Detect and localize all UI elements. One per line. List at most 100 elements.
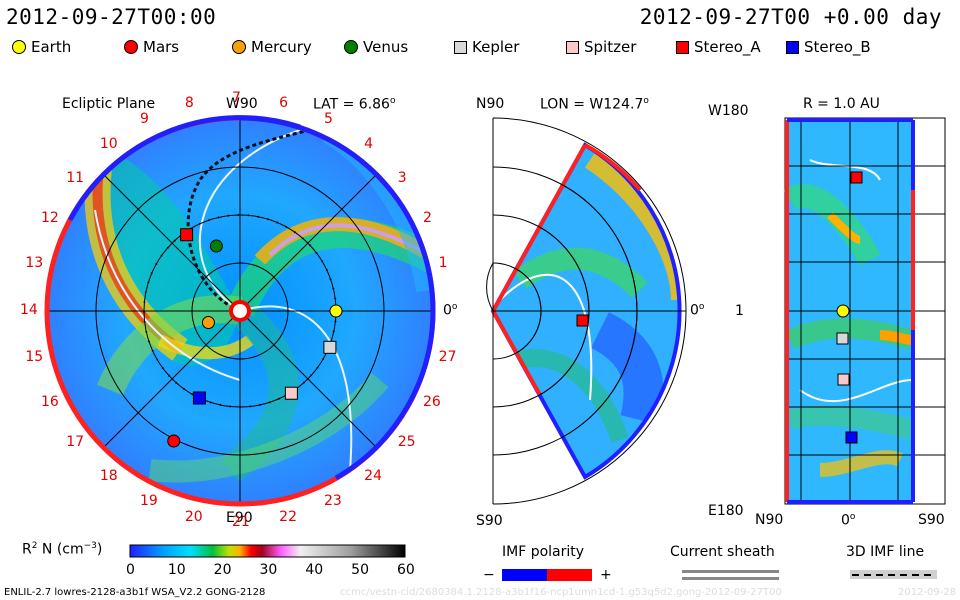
legend-label: Spitzer	[584, 38, 637, 56]
legend-label: Earth	[31, 38, 72, 56]
legend-item-stereo-a: Stereo_A	[676, 38, 761, 56]
spitzer-marker-radial	[837, 373, 850, 386]
colorbar-tick-label: 10	[167, 562, 186, 578]
radial-panel	[783, 117, 946, 505]
stereo-a-marker-meridional	[576, 314, 589, 327]
carrington-label: 14	[20, 302, 38, 318]
legend-item-spitzer: Spitzer	[566, 38, 636, 56]
colorbar-tick-label: 20	[213, 562, 232, 578]
sheath-title: Current sheath	[670, 544, 775, 560]
stereo-a-marker	[180, 228, 194, 242]
legend-item-mars: Mars	[124, 38, 179, 56]
carrington-label: 16	[40, 393, 59, 410]
carrington-label: 4	[364, 136, 374, 153]
ecliptic-title: Ecliptic Plane	[62, 96, 156, 112]
carrington-label: 22	[279, 508, 297, 525]
carrington-label: 3	[397, 169, 407, 186]
radial-bottom-left: E180	[708, 503, 744, 519]
sheath-line-1	[682, 570, 779, 573]
mars-legend-swatch	[124, 40, 138, 54]
mars-marker	[167, 434, 181, 448]
imf-negative-swatch	[502, 569, 547, 581]
stereo-b-marker	[192, 391, 206, 405]
meridional-bottom-left: S90	[476, 513, 503, 529]
meridional-top-left: N90	[476, 96, 505, 112]
carrington-label: 2	[423, 210, 432, 227]
imf-plus: +	[600, 567, 612, 583]
meridional-panel	[486, 117, 687, 505]
legend-item-mercury: Mercury	[232, 38, 312, 56]
footer-date: 2012-09-28	[898, 587, 957, 598]
sheath-line-2	[682, 577, 779, 580]
imf-positive-swatch	[547, 569, 592, 581]
carrington-label: 25	[397, 434, 416, 451]
carrington-label: 21	[232, 514, 250, 530]
stereo-a-legend-swatch	[676, 40, 689, 54]
imf-minus: −	[483, 567, 495, 583]
legend-item-stereo-b: Stereo_B	[786, 38, 871, 56]
earth-marker	[329, 304, 343, 318]
carrington-label: 12	[40, 210, 59, 227]
colorbar-tick-label: 60	[397, 562, 415, 578]
colorbar-label: R2 N (cm−3)	[22, 541, 103, 558]
meridional-right-label: 0o	[690, 302, 705, 319]
carrington-label: 19	[140, 493, 158, 509]
footer-watermark: ccmc/vestn-cld/2680384.1.2128-a3b1f16-nc…	[340, 587, 782, 598]
meridional-lon-label: LON = W124.7o	[540, 96, 649, 113]
colorbar-tick-label: 0	[126, 562, 135, 578]
ecliptic-right-label: 0o	[443, 302, 458, 319]
spitzer-legend-swatch	[566, 40, 579, 54]
mercury-marker	[201, 315, 215, 329]
legend-label: Kepler	[472, 38, 520, 56]
legend-item-earth: Earth	[12, 38, 71, 56]
carrington-label: 11	[66, 169, 85, 186]
carrington-label: 13	[25, 254, 44, 271]
ecliptic-plane-panel	[44, 115, 436, 507]
carrington-label: 9	[140, 110, 149, 127]
carrington-label: 26	[423, 393, 441, 410]
legend-item-venus: Venus	[344, 38, 408, 56]
mercury-legend-swatch	[232, 40, 246, 54]
carrington-label: 24	[364, 467, 382, 484]
stereo-b-marker-radial	[845, 431, 858, 444]
colorbar-tick-label: 40	[305, 562, 324, 578]
ecliptic-lat-label: LAT = 6.86o	[313, 96, 396, 113]
stereo-b-legend-swatch	[786, 40, 799, 54]
footer-model: ENLIL-2.7 lowres-2128-a3b1f WSA_V2.2 GON…	[4, 587, 266, 598]
venus-marker	[209, 239, 223, 253]
colorbar-tick-label: 30	[259, 562, 278, 578]
colorbar	[129, 544, 406, 558]
ecliptic-top-label: W90	[226, 96, 258, 112]
earth-marker-radial	[836, 304, 850, 318]
carrington-label: 8	[184, 95, 194, 112]
carrington-label: 10	[99, 136, 118, 153]
carrington-label: 23	[323, 493, 342, 509]
imf-polarity-title: IMF polarity	[502, 544, 585, 560]
carrington-label: 5	[323, 110, 333, 127]
radial-bottom-mid: 0o	[841, 512, 856, 529]
radial-title: R = 1.0 AU	[803, 96, 880, 112]
colorbar-tick-label: 50	[351, 562, 369, 578]
radial-bottom-n: N90	[755, 512, 784, 528]
sun-marker	[229, 300, 251, 322]
carrington-label: 27	[438, 349, 457, 366]
carrington-label: 20	[184, 508, 203, 525]
kepler-marker-radial	[836, 332, 849, 345]
legend-label: Venus	[363, 38, 409, 56]
right-timestamp: 2012-09-27T00 +0.00 day	[639, 5, 942, 29]
carrington-label: 7	[232, 90, 241, 106]
carrington-label: 18	[99, 467, 118, 484]
legend-label: Mars	[143, 38, 180, 56]
ecliptic-bottom-label: E90	[226, 510, 253, 526]
legend-label: Stereo_B	[804, 38, 871, 56]
imf3d-title: 3D IMF line	[846, 544, 925, 560]
carrington-label: 6	[279, 95, 289, 112]
carrington-label: 17	[66, 434, 85, 451]
carrington-label: 15	[25, 349, 44, 366]
kepler-marker	[323, 340, 337, 354]
earth-legend-swatch	[12, 40, 26, 54]
radial-mid-left: 1	[735, 303, 744, 319]
spitzer-marker	[284, 386, 298, 400]
legend-label: Mercury	[251, 38, 312, 56]
legend-item-kepler: Kepler	[454, 38, 519, 56]
